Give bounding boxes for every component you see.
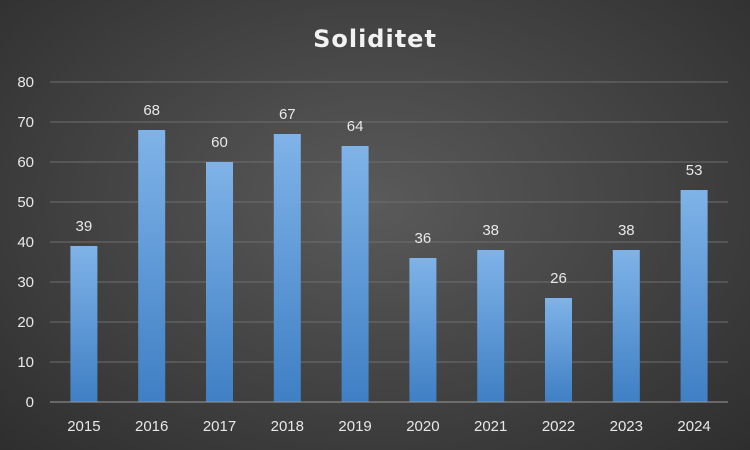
data-label-2020: 36 xyxy=(415,230,432,247)
data-label-2024: 53 xyxy=(686,162,703,179)
y-tick-label: 0 xyxy=(26,394,34,411)
x-tick-label: 2023 xyxy=(610,418,643,435)
x-tick-label: 2022 xyxy=(542,418,575,435)
chart-title: Soliditet xyxy=(313,25,437,53)
data-label-2019: 64 xyxy=(347,118,364,135)
y-tick-label: 40 xyxy=(17,234,34,251)
x-tick-label: 2018 xyxy=(271,418,304,435)
data-label-2017: 60 xyxy=(211,134,228,151)
y-tick-label: 20 xyxy=(17,314,34,331)
data-label-2023: 38 xyxy=(618,222,635,239)
data-label-2018: 67 xyxy=(279,106,296,123)
x-tick-label: 2020 xyxy=(406,418,439,435)
bar-2021 xyxy=(477,250,505,402)
y-tick-label: 10 xyxy=(17,354,34,371)
data-label-2016: 68 xyxy=(143,102,160,119)
y-tick-label: 60 xyxy=(17,154,34,171)
bar-2019 xyxy=(341,146,369,402)
bar-2018 xyxy=(273,134,301,402)
x-tick-label: 2017 xyxy=(203,418,236,435)
x-tick-label: 2019 xyxy=(338,418,371,435)
bar-2016 xyxy=(138,130,166,402)
x-tick-label: 2016 xyxy=(135,418,168,435)
x-tick-label: 2021 xyxy=(474,418,507,435)
x-axis-tick-labels: 2015 2016 2017 2018 2019 2020 2021 2022 2023 2024 xyxy=(67,418,711,435)
y-tick-label: 80 xyxy=(17,74,34,91)
data-label-2022: 26 xyxy=(550,270,567,287)
bar-2022 xyxy=(545,298,572,402)
y-axis-tick-labels: 0 10 20 30 40 50 60 70 80 xyxy=(17,74,34,411)
data-labels: 39 68 60 67 64 36 38 26 38 53 xyxy=(76,102,703,287)
bar-2024 xyxy=(680,190,708,402)
bar-2020 xyxy=(409,258,437,402)
bar-2017 xyxy=(206,162,233,402)
bars xyxy=(70,130,708,402)
bar-2023 xyxy=(612,250,640,402)
data-label-2015: 39 xyxy=(76,218,93,235)
bar-2015 xyxy=(70,246,98,402)
x-tick-label: 2024 xyxy=(677,418,710,435)
y-tick-label: 30 xyxy=(17,274,34,291)
y-tick-label: 70 xyxy=(17,114,34,131)
y-tick-label: 50 xyxy=(17,194,34,211)
data-label-2021: 38 xyxy=(482,222,499,239)
x-tick-label: 2015 xyxy=(67,418,100,435)
